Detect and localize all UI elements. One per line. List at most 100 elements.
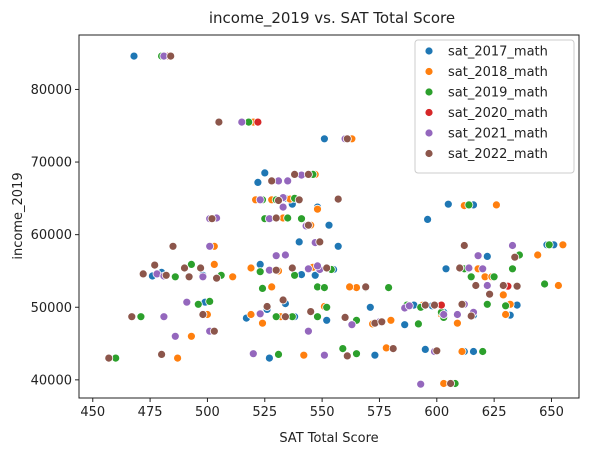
data-point-sat_2021_math-41 (159, 312, 169, 322)
data-point-sat_2019_math-15 (290, 270, 300, 280)
data-point-sat_2022_math-38 (340, 312, 350, 322)
data-point-sat_2017_math-14 (255, 259, 265, 269)
data-point-sat_2018_math-41 (299, 350, 309, 360)
data-point-sat_2018_math-26 (533, 250, 543, 260)
x-tick-label: 550 (310, 405, 335, 420)
legend-label-sat_2020_math: sat_2020_math (448, 106, 548, 121)
data-point-sat_2017_math-38 (370, 350, 380, 360)
data-point-sat_2017_math-13 (333, 241, 343, 251)
data-point-sat_2021_math-47 (464, 263, 474, 273)
data-point-sat_2022_math-11 (315, 237, 325, 247)
data-point-sat_2022_math-43 (430, 300, 439, 310)
data-point-sat_2018_math-16 (267, 282, 277, 292)
data-point-sat_2022_math-23 (361, 282, 371, 292)
data-point-sat_2022_math-20 (271, 265, 281, 275)
data-point-sat_2021_math-1 (237, 117, 247, 127)
data-point-sat_2021_math-38 (416, 379, 426, 389)
data-point-sat_2018_math-9 (313, 204, 322, 214)
x-tick-label: 525 (252, 405, 277, 420)
data-point-sat_2022_math-7 (294, 195, 304, 205)
data-point-sat_2017_math-4 (253, 177, 263, 187)
data-point-sat_2019_math-27 (136, 312, 146, 322)
data-point-sat_2022_math-1 (214, 117, 224, 127)
data-point-sat_2022_math-47 (342, 351, 352, 361)
data-point-sat_2021_math-24 (439, 310, 449, 319)
plot-frame (78, 34, 580, 399)
y-tick-label: 80000 (31, 83, 72, 98)
data-point-sat_2021_math-37 (404, 301, 414, 311)
data-point-sat_2022_math-2 (342, 134, 352, 144)
data-point-sat_2017_math-3 (260, 168, 270, 178)
legend-label-sat_2018_math: sat_2018_math (448, 65, 548, 80)
data-point-sat_2019_math-31 (205, 296, 215, 306)
data-point-sat_2019_math-48 (478, 347, 488, 356)
data-point-sat_2018_math-38 (452, 318, 462, 328)
data-point-sat_2018_math-27 (558, 240, 568, 250)
y-axis-label: income_2019 (11, 172, 26, 259)
data-point-sat_2018_math-30 (258, 318, 267, 328)
data-point-sat_2018_math-24 (498, 290, 508, 300)
data-point-sat_2021_math-20 (303, 264, 313, 274)
data-point-sat_2022_math-26 (471, 281, 481, 290)
data-point-sat_2022_math-22 (322, 263, 332, 273)
data-point-sat_2019_math-23 (501, 301, 511, 311)
data-point-sat_2022_math-17 (180, 263, 189, 273)
data-point-sat_2022_math-48 (432, 346, 442, 356)
data-point-sat_2021_math-11 (278, 202, 288, 212)
legend-marker-sat_2020_math (424, 108, 434, 117)
data-point-sat_2022_math-30 (127, 312, 137, 322)
data-point-sat_2020_math-1 (253, 117, 263, 127)
x-axis: 450 475 500 525 550 575 600 625 650 (80, 398, 564, 420)
data-point-sat_2021_math-14 (205, 241, 215, 251)
legend-box (414, 39, 575, 174)
data-point-sat_2017_math-39 (420, 344, 430, 354)
data-point-sat_2022_math-10 (303, 220, 313, 230)
data-point-sat_2022_math-44 (457, 299, 467, 309)
data-point-sat_2021_math-4 (283, 176, 293, 186)
data-point-sat_2019_math-21 (466, 272, 476, 282)
data-point-sat_2019_math-8 (283, 213, 293, 223)
data-point-sat_2019_math-34 (313, 312, 322, 322)
data-point-sat_2021_math-6 (255, 195, 265, 205)
data-point-sat_2019_math-42 (482, 299, 492, 309)
data-point-sat_2019_math-39 (413, 319, 423, 329)
legend-marker-sat_2017_math (424, 46, 434, 56)
data-point-sat_2022_math-31 (184, 272, 194, 282)
data-point-sat_2017_math-12 (294, 237, 304, 247)
data-point-sat_2018_math-14 (228, 272, 238, 282)
chart-title: income_2019 vs. SAT Total Score (209, 9, 455, 28)
y-tick-label: 60000 (31, 228, 72, 243)
data-point-sat_2017_math-27 (322, 315, 332, 325)
data-point-sat_2017_math-18 (441, 264, 451, 274)
data-point-sat_2022_math-50 (466, 311, 476, 321)
legend-label-sat_2019_math: sat_2019_math (448, 86, 548, 101)
y-tick-label: 70000 (31, 156, 72, 171)
data-point-sat_2022_math-18 (196, 263, 206, 273)
x-axis-label: SAT Total Score (279, 431, 378, 446)
data-point-sat_2021_math-30 (508, 241, 517, 250)
data-point-sat_2022_math-5 (267, 176, 277, 186)
data-point-sat_2018_math-28 (554, 281, 563, 290)
data-point-sat_2019_math-22 (489, 272, 499, 282)
legend-label-sat_2017_math: sat_2017_math (448, 45, 548, 60)
data-point-sat_2018_math-29 (246, 310, 256, 319)
data-point-sat_2019_math-43 (508, 264, 517, 274)
data-point-sat_2019_math-45 (274, 349, 283, 359)
data-point-sat_2017_math-2 (319, 134, 329, 144)
data-point-sat_2018_math-15 (246, 263, 256, 273)
x-tick-label: 575 (367, 405, 392, 420)
data-point-sat_2021_math-44 (303, 326, 313, 336)
data-point-sat_2021_math-27 (478, 264, 488, 274)
data-point-sat_2019_math-10 (464, 200, 474, 210)
data-point-sat_2021_math-34 (248, 349, 258, 359)
data-point-sat_2018_math-42 (186, 331, 196, 341)
data-point-sat_2019_math-26 (540, 279, 549, 289)
data-point-sat_2021_math-31 (182, 297, 192, 307)
data-point-sat_2018_math-44 (173, 353, 183, 363)
data-point-sat_2021_math-19 (280, 250, 290, 260)
data-point-sat_2018_math-33 (345, 282, 355, 292)
data-point-sat_2018_math-11 (491, 200, 501, 210)
data-point-sat_2022_math-4 (303, 169, 313, 179)
data-point-sat_2022_math-15 (138, 269, 148, 279)
data-point-sat_2022_math-49 (446, 379, 456, 388)
